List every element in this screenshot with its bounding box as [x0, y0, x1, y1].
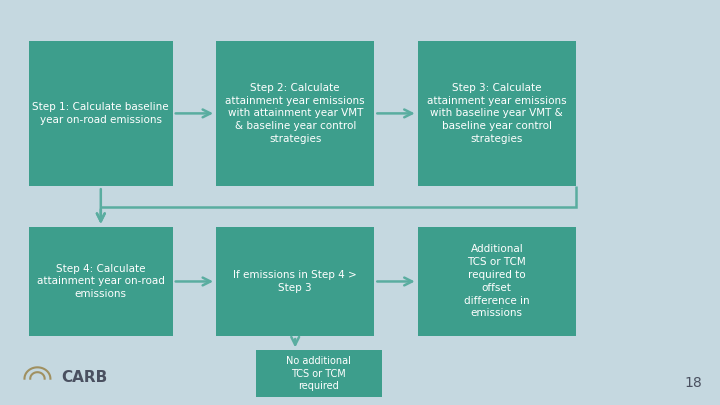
Text: Step 3: Calculate
attainment year emissions
with baseline year VMT &
baseline ye: Step 3: Calculate attainment year emissi…	[427, 83, 567, 144]
Text: Additional
TCS or TCM
required to
offset
difference in
emissions: Additional TCS or TCM required to offset…	[464, 245, 530, 318]
FancyBboxPatch shape	[418, 40, 576, 186]
FancyBboxPatch shape	[29, 227, 173, 336]
Text: Step 1: Calculate baseline
year on-road emissions: Step 1: Calculate baseline year on-road …	[32, 102, 169, 125]
FancyBboxPatch shape	[256, 350, 382, 397]
FancyBboxPatch shape	[29, 40, 173, 186]
FancyBboxPatch shape	[216, 40, 374, 186]
Text: No additional
TCS or TCM
required: No additional TCS or TCM required	[286, 356, 351, 391]
Text: Step 4: Calculate
attainment year on-road
emissions: Step 4: Calculate attainment year on-roa…	[37, 264, 165, 299]
FancyBboxPatch shape	[418, 227, 576, 336]
FancyBboxPatch shape	[216, 227, 374, 336]
Text: CARB: CARB	[61, 370, 107, 385]
Text: Step 2: Calculate
attainment year emissions
with attainment year VMT
& baseline : Step 2: Calculate attainment year emissi…	[225, 83, 365, 144]
Text: If emissions in Step 4 >
Step 3: If emissions in Step 4 > Step 3	[233, 270, 357, 293]
Text: 18: 18	[684, 376, 702, 390]
